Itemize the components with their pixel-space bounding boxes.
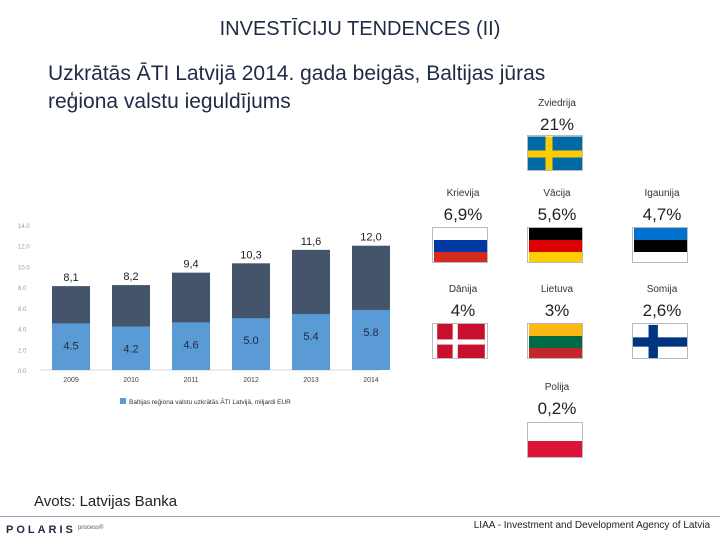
- legend-swatch: [120, 398, 126, 404]
- country-sweden: Zviedrija 21%: [512, 98, 602, 137]
- country-estonia: Igaunija 4,7%: [617, 188, 707, 227]
- bar-baltic-region: [352, 309, 390, 370]
- country-share: 4%: [450, 301, 476, 320]
- country-share: 2,6%: [642, 301, 682, 320]
- russia-flag-icon: [432, 227, 488, 263]
- data-label-baltic: 4.5: [63, 340, 78, 352]
- bar-baltic-region: [112, 326, 150, 370]
- data-label-baltic: 5.0: [243, 335, 258, 347]
- data-label-baltic: 4.2: [123, 344, 138, 356]
- denmark-flag-icon: [432, 323, 488, 359]
- footer-agency: LIAA - Investment and Development Agency…: [473, 520, 710, 531]
- bar-baltic-region: [52, 323, 90, 370]
- country-finland: Somija 2,6%: [617, 284, 707, 323]
- estonia-flag-icon: [632, 227, 688, 263]
- x-tick-label: 2009: [63, 377, 79, 384]
- logo-subtext: process®: [78, 525, 104, 531]
- data-label-total: 9,4: [183, 259, 198, 271]
- country-name: Dānija: [448, 284, 478, 295]
- finland-flag-icon: [632, 323, 688, 359]
- footer-divider: [0, 516, 720, 517]
- country-share: 4,7%: [642, 205, 682, 224]
- germany-flag-icon: [527, 227, 583, 263]
- country-name: Krievija: [446, 188, 480, 199]
- country-russia: Krievija 6,9%: [418, 188, 508, 227]
- country-share: 3%: [544, 301, 570, 320]
- y-tick-label: 4.0: [18, 328, 27, 334]
- country-name: Vācija: [543, 188, 571, 199]
- bar-baltic-region: [172, 322, 210, 370]
- country-name: Polija: [544, 382, 570, 393]
- country-lithuania: Lietuva 3%: [512, 284, 602, 323]
- country-poland: Polija 0,2%: [512, 382, 602, 421]
- x-tick-label: 2014: [363, 377, 379, 384]
- data-label-baltic: 5.8: [363, 327, 378, 339]
- y-tick-label: 8.0: [18, 286, 27, 292]
- country-share: 0,2%: [537, 399, 577, 418]
- sweden-flag-icon: [527, 135, 583, 171]
- data-label-total: 12,0: [360, 232, 381, 244]
- data-label-total: 8,2: [123, 271, 138, 283]
- x-tick-label: 2011: [183, 377, 198, 384]
- x-tick-label: 2013: [303, 377, 319, 384]
- data-label-total: 8,1: [63, 272, 78, 284]
- x-tick-label: 2010: [123, 377, 139, 384]
- data-label-baltic: 5.4: [303, 331, 318, 343]
- bar-chart: 0.0 2.0 4.0 6.0 8.0 10.0 12.0 14.0 8,1 4.5 2009 8,2…: [18, 224, 390, 406]
- y-tick-label: 2.0: [18, 348, 27, 354]
- country-share: 6,9%: [443, 205, 483, 224]
- polaris-logo: POLARIS: [6, 524, 76, 536]
- country-name: Somija: [646, 284, 678, 295]
- poland-flag-icon: [527, 422, 583, 458]
- data-label-baltic: 4.6: [183, 339, 198, 351]
- y-tick-label: 14.0: [18, 224, 30, 230]
- country-name: Lietuva: [540, 284, 574, 295]
- x-tick-label: 2012: [243, 377, 259, 384]
- data-label-total: 10,3: [240, 249, 261, 261]
- country-share: 21%: [539, 115, 575, 134]
- country-germany: Vācija 5,6%: [512, 188, 602, 227]
- country-name: Igaunija: [644, 188, 680, 199]
- page-subtitle: Uzkrātās ĀTI Latvijā 2014. gada beigās, …: [48, 62, 546, 113]
- country-share: 5,6%: [537, 205, 577, 224]
- lithuania-flag-icon: [527, 323, 583, 359]
- y-tick-label: 10.0: [18, 265, 30, 271]
- data-label-total: 11,6: [301, 236, 322, 248]
- source-note: Avots: Latvijas Banka: [34, 493, 178, 510]
- country-denmark: Dānija 4%: [418, 284, 508, 323]
- page-title: INVESTĪCIJU TENDENCES (II): [219, 18, 501, 40]
- y-tick-label: 0.0: [18, 369, 27, 375]
- bar-baltic-region: [232, 318, 270, 370]
- y-tick-label: 12.0: [18, 245, 30, 251]
- bar-baltic-region: [292, 314, 330, 370]
- y-tick-label: 6.0: [18, 307, 27, 313]
- legend-label: Baltijas reģiona valstu uzkrātās ĀTI Lat…: [129, 398, 291, 406]
- country-name: Zviedrija: [538, 98, 576, 109]
